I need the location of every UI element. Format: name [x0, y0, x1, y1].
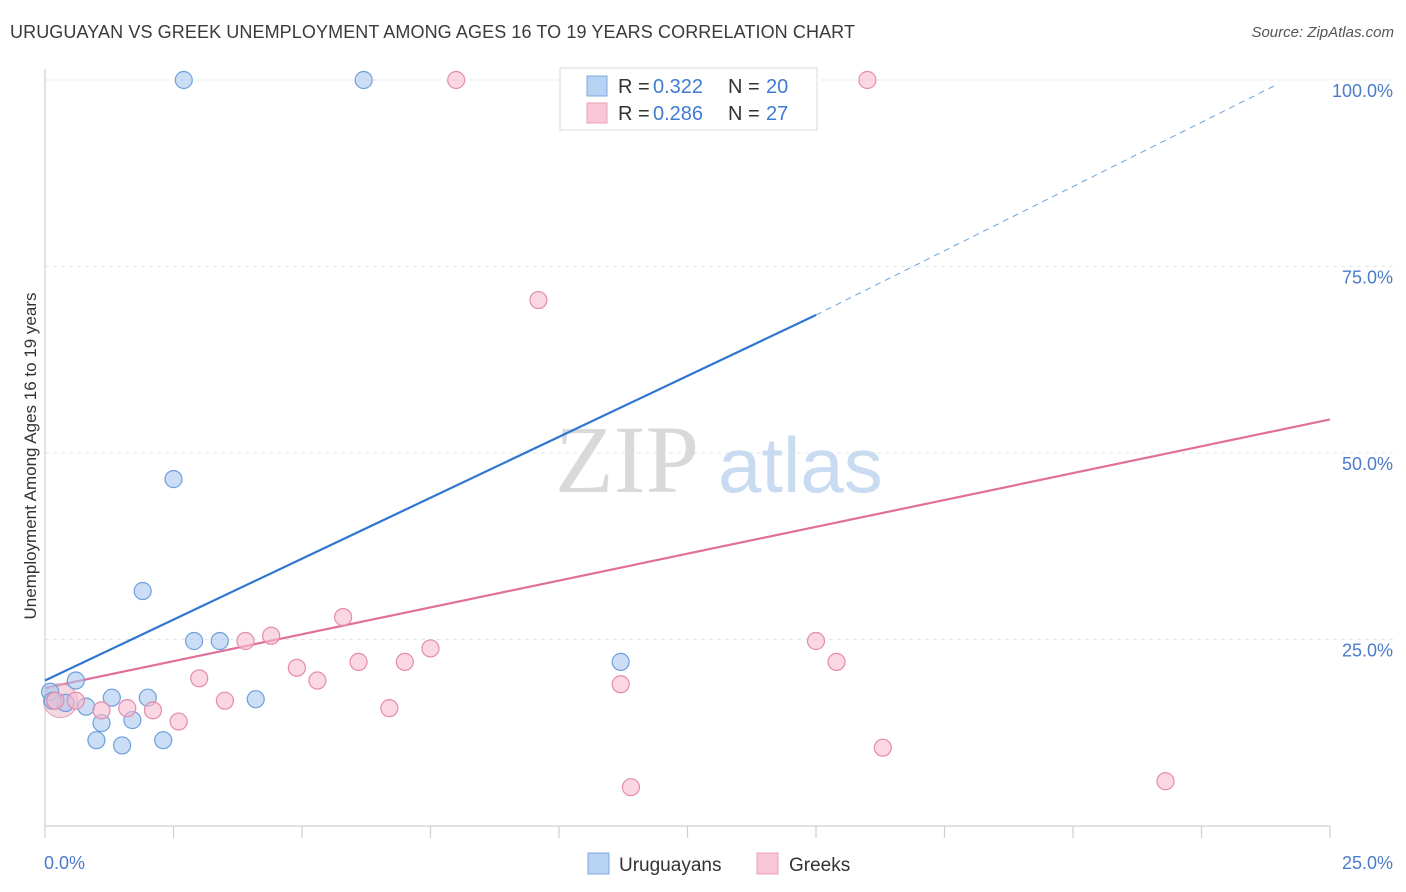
point-greeks-7 [215, 691, 234, 710]
point-greeks-4 [143, 701, 163, 720]
series-legend: Uruguayans Greeks [587, 852, 850, 876]
point-greeks-17 [447, 70, 466, 90]
trend-lines [44, 83, 1331, 690]
series-legend-swatch-greeks [756, 852, 779, 875]
point-greeks-18 [529, 290, 548, 310]
point-greeks-11 [308, 671, 327, 690]
point-greeks-22 [806, 631, 826, 651]
y-tick-label-50: 50.0% [1342, 454, 1393, 474]
point-greeks-24 [858, 70, 877, 90]
point-greeks-0 [46, 691, 65, 710]
point-uruguayans-12 [164, 470, 183, 489]
grid-lines [45, 79, 1393, 640]
chart-title: URUGUAYAN VS GREEK UNEMPLOYMENT AMONG AG… [10, 22, 856, 42]
correlation-legend: R = 0.322 N = 20 R = 0.286 N = 27 [559, 67, 818, 131]
series-legend-label-greeks: Greeks [789, 855, 850, 876]
legend-n-label-1: N = [728, 76, 760, 98]
legend-r-label-1: R = [618, 76, 650, 98]
legend-n-value-1: 20 [766, 76, 788, 98]
point-uruguayans-6 [102, 688, 121, 707]
y-tick-label-100: 100.0% [1332, 81, 1393, 101]
point-greeks-2 [92, 701, 111, 720]
point-uruguayans-11 [154, 731, 173, 750]
legend-swatch-greeks [586, 102, 608, 124]
point-greeks-6 [190, 669, 209, 688]
point-uruguayans-14 [184, 631, 204, 651]
point-uruguayans-2 [66, 671, 85, 690]
point-uruguayans-18 [611, 652, 630, 671]
watermark: ZIP atlas [555, 406, 883, 513]
point-greeks-14 [380, 699, 399, 718]
point-uruguayans-15 [210, 631, 229, 651]
trend-line-uruguayans-extension [815, 83, 1279, 316]
point-greeks-15 [395, 652, 414, 671]
point-greeks-23 [827, 652, 846, 671]
point-greeks-20 [621, 778, 641, 797]
trend-line-uruguayans [44, 313, 817, 682]
point-greeks-12 [334, 608, 353, 627]
y-tick-label-25: 25.0% [1342, 641, 1393, 661]
legend-r-label-2: R = [618, 103, 650, 125]
legend-n-value-2: 27 [766, 103, 788, 125]
point-greeks-1 [66, 691, 85, 710]
x-tick-label-max: 25.0% [1342, 853, 1393, 873]
point-greeks-19 [611, 675, 630, 694]
point-greeks-9 [262, 626, 281, 645]
point-uruguayans-17 [354, 70, 373, 90]
point-greeks-16 [421, 639, 440, 658]
trend-line-greeks [44, 418, 1331, 690]
point-uruguayans-7 [112, 736, 132, 755]
point-uruguayans-13 [174, 70, 193, 90]
legend-r-value-1: 0.322 [653, 76, 703, 98]
y-tick-labels: 25.0% 50.0% 75.0% 100.0% [1332, 81, 1393, 661]
point-greeks-10 [287, 658, 306, 677]
watermark-atlas: atlas [718, 421, 883, 509]
point-greeks-3 [118, 699, 137, 718]
series-legend-label-uruguayans: Uruguayans [619, 855, 721, 876]
point-uruguayans-16 [246, 690, 265, 709]
series-legend-swatch-uruguayans [587, 852, 610, 875]
x-ticks [44, 826, 1331, 838]
point-greeks-5 [169, 712, 188, 731]
legend-n-label-2: N = [728, 103, 760, 125]
point-greeks-13 [349, 652, 368, 671]
source-credit: Source: ZipAtlas.com [1251, 24, 1394, 41]
point-greeks-8 [236, 631, 255, 651]
y-tick-label-75: 75.0% [1342, 268, 1393, 288]
legend-r-value-2: 0.286 [653, 103, 703, 125]
x-tick-label-min: 0.0% [44, 853, 85, 873]
point-greeks-25 [873, 738, 892, 757]
point-uruguayans-9 [133, 581, 152, 601]
point-uruguayans-4 [87, 731, 106, 750]
legend-swatch-uruguayans [586, 75, 608, 97]
y-axis-label: Unemployment Among Ages 16 to 19 years [21, 293, 40, 620]
point-greeks-26 [1156, 772, 1175, 791]
watermark-zip: ZIP [555, 406, 699, 513]
